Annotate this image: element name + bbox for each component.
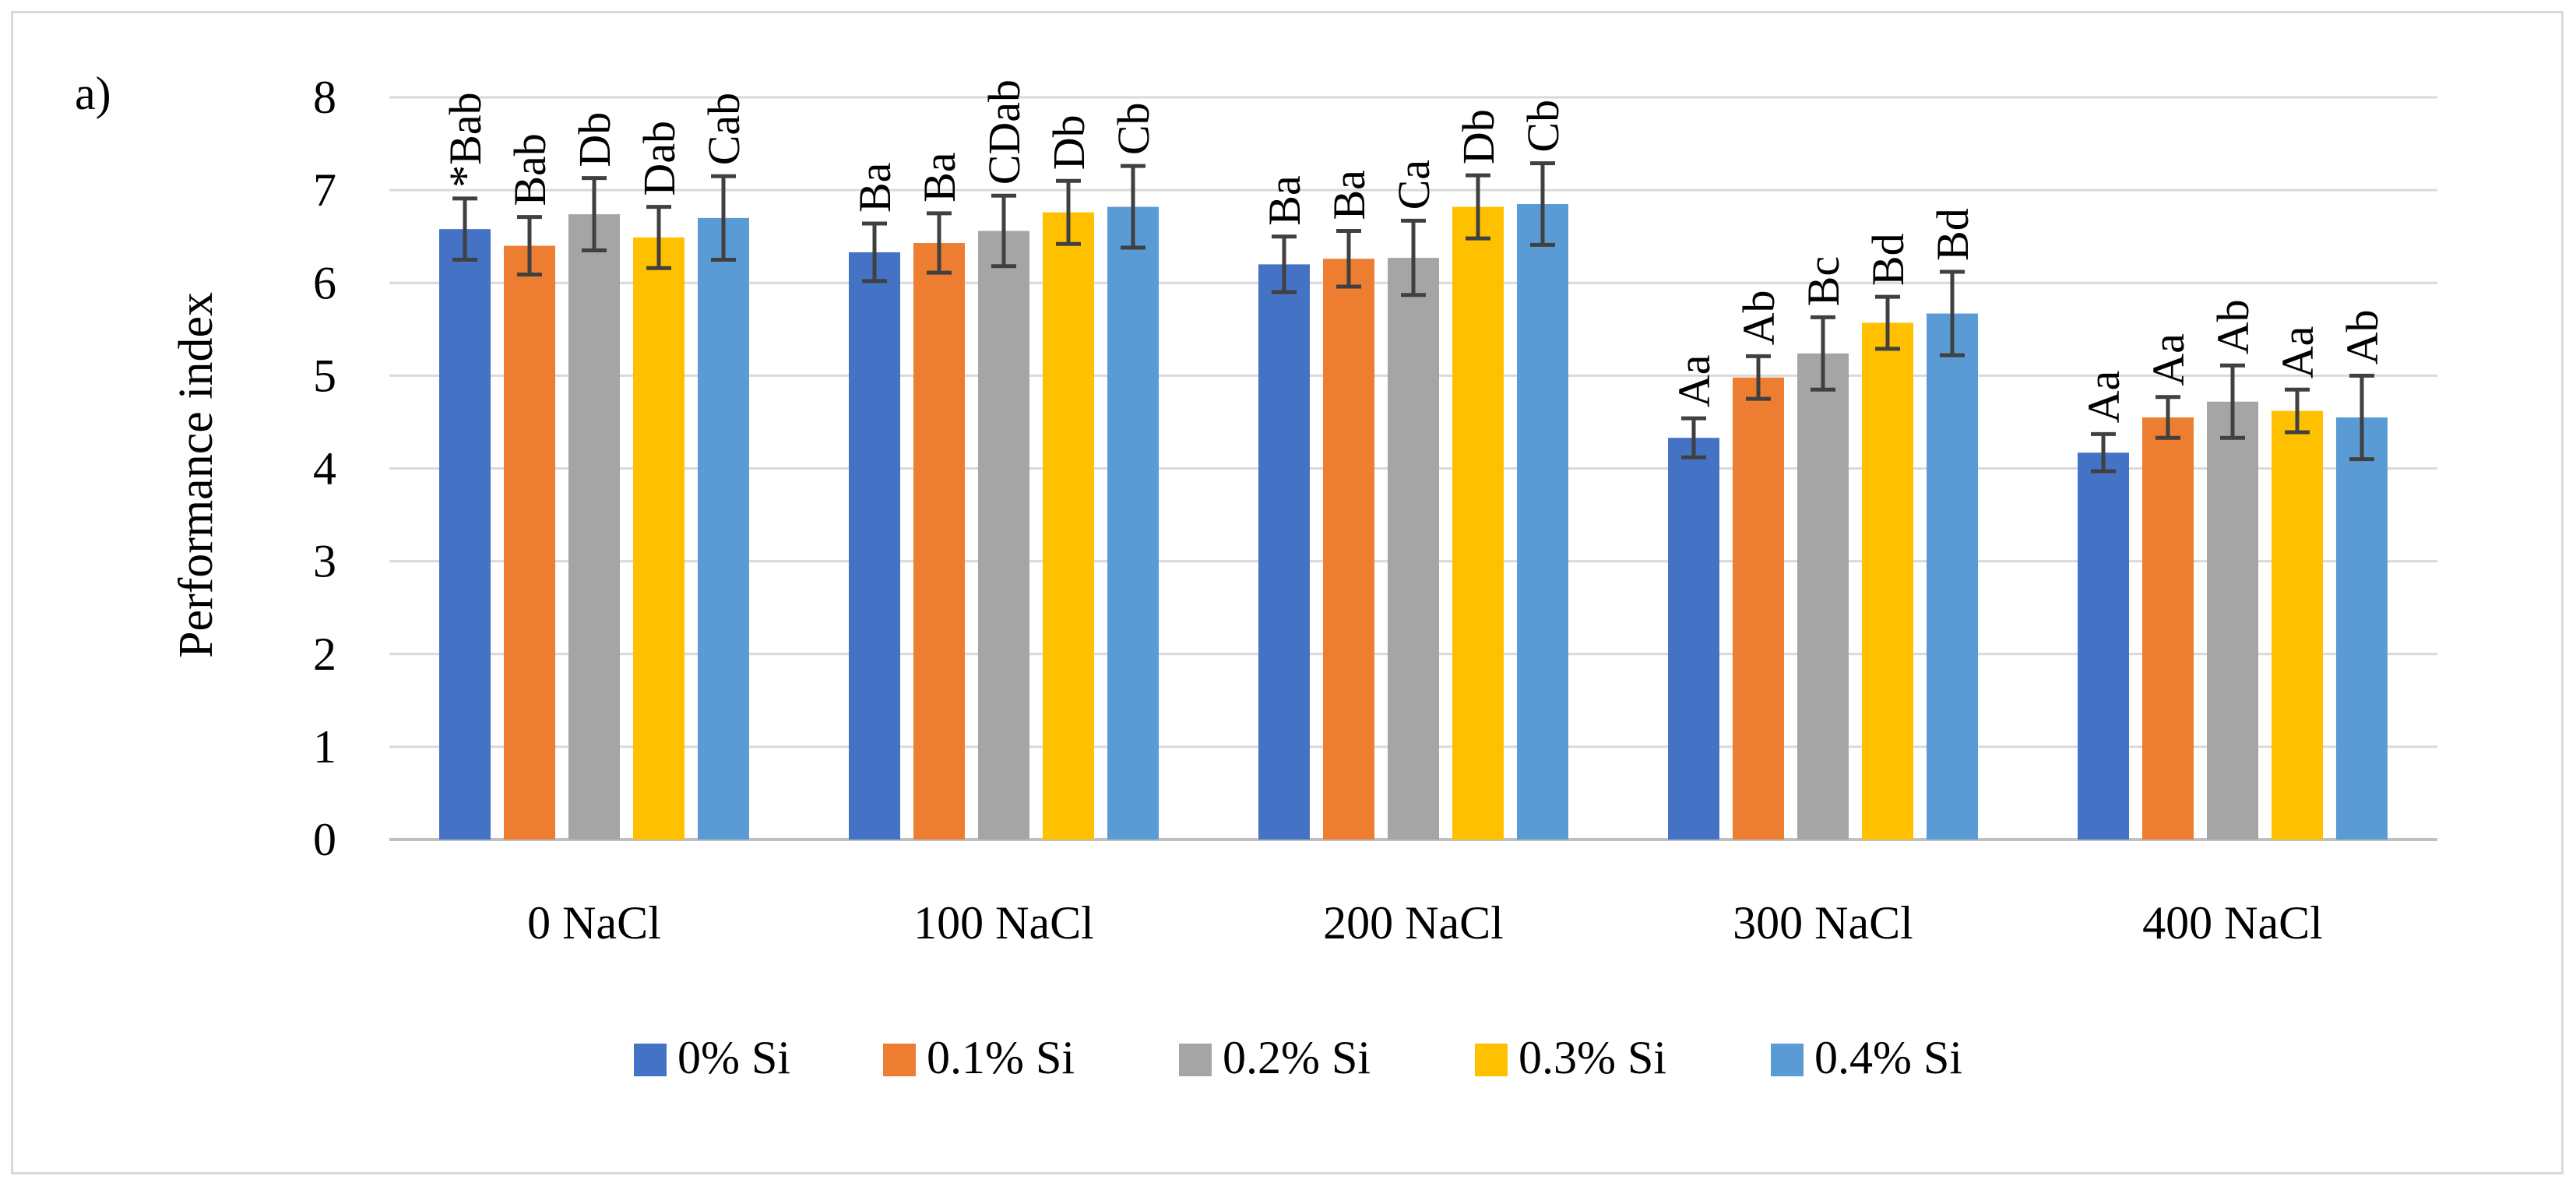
significance-label: Cab xyxy=(699,93,749,165)
x-category-label: 300 NaCl xyxy=(1733,897,1913,949)
bar xyxy=(978,231,1029,840)
y-tick-label: 6 xyxy=(313,257,336,308)
y-tick-label: 7 xyxy=(313,164,336,216)
bar xyxy=(1107,206,1159,840)
bar xyxy=(439,229,491,840)
significance-label: Ba xyxy=(914,152,965,202)
significance-label: Ba xyxy=(850,163,900,213)
significance-label: Ab xyxy=(2208,299,2258,354)
significance-label: Cb xyxy=(1518,100,1568,153)
bar xyxy=(1388,258,1439,840)
x-category-label: 200 NaCl xyxy=(1323,897,1504,949)
bar xyxy=(1043,212,1094,840)
y-tick-label: 2 xyxy=(313,628,336,680)
significance-label: Ab xyxy=(1733,290,1784,345)
bar xyxy=(1668,438,1719,840)
legend-label: 0.1% Si xyxy=(927,1032,1075,1083)
significance-label: Bd xyxy=(1863,233,1913,286)
legend-label: 0.4% Si xyxy=(1814,1032,1962,1083)
legend-label: 0.2% Si xyxy=(1223,1032,1371,1083)
significance-label: Ab xyxy=(2337,309,2388,364)
bar xyxy=(1452,206,1504,840)
bar xyxy=(568,214,620,840)
bar xyxy=(2142,417,2194,840)
bar xyxy=(1323,259,1374,840)
x-category-label: 100 NaCl xyxy=(913,897,1094,949)
bar xyxy=(2207,401,2258,840)
significance-label: CDab xyxy=(979,79,1029,185)
significance-label: Ba xyxy=(1324,170,1374,220)
bar xyxy=(913,243,965,840)
y-axis-ticks: 0 1 2 3 4 5 6 7 8 xyxy=(313,72,336,865)
bar xyxy=(849,252,900,840)
bar xyxy=(1797,353,1849,840)
bar xyxy=(698,217,749,840)
significance-label: Cb xyxy=(1108,102,1159,155)
significance-label: Bab xyxy=(505,133,555,206)
legend-swatch xyxy=(1771,1044,1804,1076)
significance-labels: *Bab Bab Db Dab Cab Ba Ba CDab Db Cb Ba Ba Ca Db Cb Aa A… xyxy=(440,79,2388,423)
y-tick-label: 5 xyxy=(313,350,336,401)
legend-swatch xyxy=(1475,1044,1508,1076)
significance-label: Aa xyxy=(2078,371,2129,424)
legend-swatch xyxy=(634,1044,667,1076)
significance-label: Aa xyxy=(2143,333,2194,386)
bar xyxy=(1733,377,1784,840)
significance-label: Bd xyxy=(1927,208,1978,261)
bar xyxy=(2078,452,2129,840)
x-axis-categories: 0 NaCl 100 NaCl 200 NaCl 300 NaCl 400 NaCl xyxy=(527,897,2323,949)
significance-label: Bc xyxy=(1798,256,1849,306)
legend-swatch xyxy=(1179,1044,1212,1076)
significance-label: *Bab xyxy=(440,92,491,187)
significance-label: Ca xyxy=(1388,160,1439,209)
bar xyxy=(1517,203,1568,840)
y-tick-label: 1 xyxy=(313,721,336,773)
y-tick-label: 0 xyxy=(313,814,336,865)
bar xyxy=(1862,322,1913,840)
panel-label: a) xyxy=(75,68,111,119)
x-category-label: 400 NaCl xyxy=(2142,897,2323,949)
legend: 0% Si 0.1% Si 0.2% Si 0.3% Si 0.4% Si xyxy=(634,1032,1962,1083)
significance-label: Db xyxy=(1043,114,1094,170)
bar xyxy=(2336,417,2388,840)
bar xyxy=(504,245,555,840)
bar xyxy=(1258,264,1310,840)
significance-label: Aa xyxy=(1669,355,1719,408)
significance-label: Db xyxy=(1453,109,1504,164)
y-tick-label: 4 xyxy=(313,443,336,495)
significance-label: Aa xyxy=(2272,326,2323,379)
significance-label: Dab xyxy=(634,121,684,196)
legend-label: 0% Si xyxy=(677,1032,790,1083)
bar xyxy=(1927,313,1978,840)
y-axis-label: Performance index xyxy=(170,292,223,658)
x-category-label: 0 NaCl xyxy=(527,897,661,949)
legend-swatch xyxy=(883,1044,916,1076)
bar xyxy=(2272,410,2323,840)
y-tick-label: 8 xyxy=(313,72,336,123)
bars xyxy=(439,203,2388,840)
significance-label: Db xyxy=(569,112,620,167)
bar xyxy=(633,237,684,840)
significance-label: Ba xyxy=(1259,175,1310,225)
error-bars xyxy=(452,161,2374,474)
legend-label: 0.3% Si xyxy=(1519,1032,1666,1083)
y-tick-label: 3 xyxy=(313,536,336,587)
